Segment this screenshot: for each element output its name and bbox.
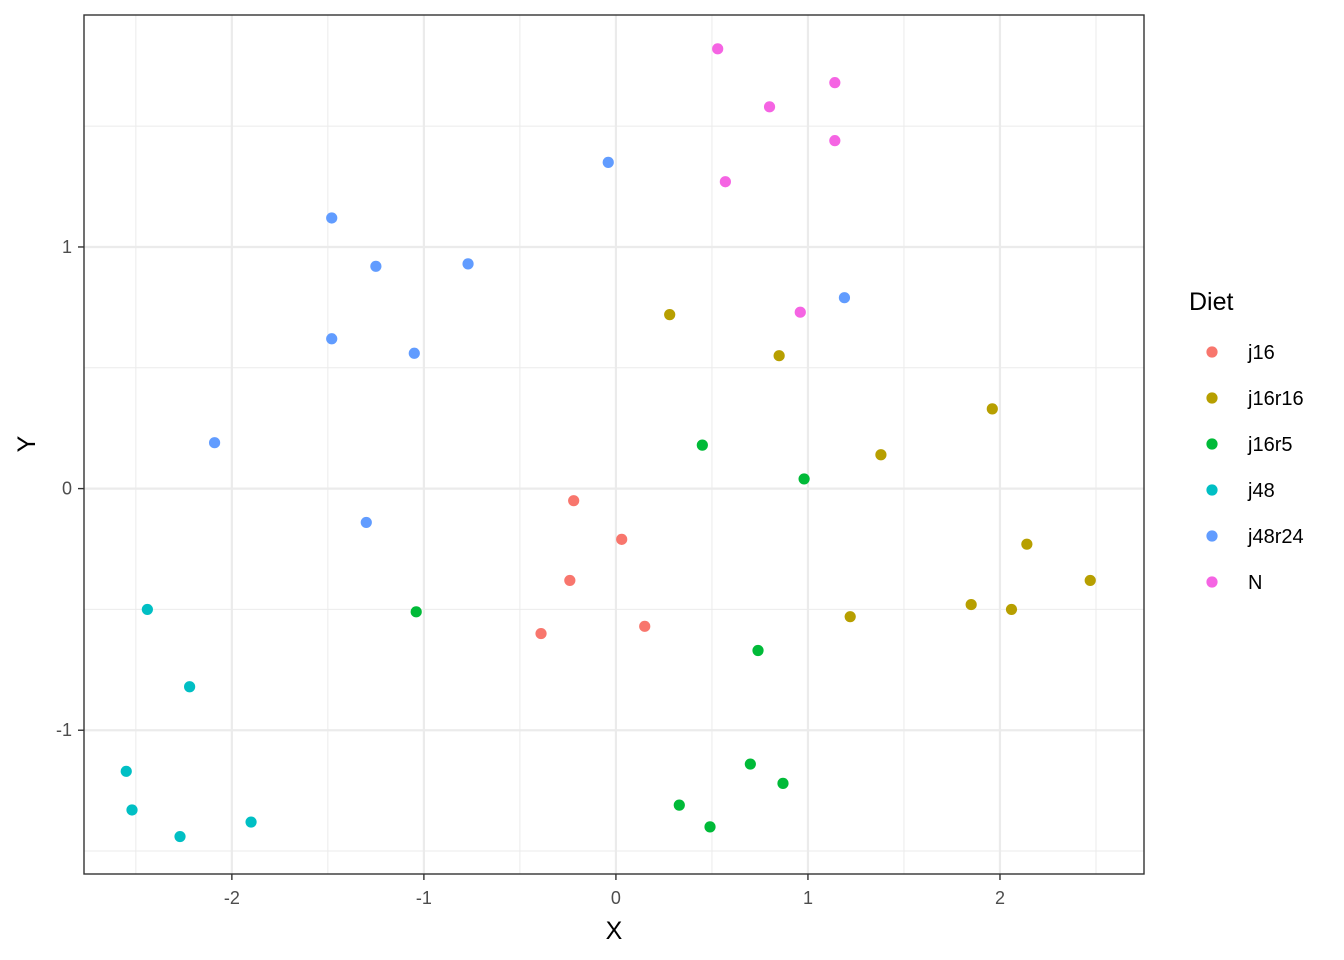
point-j16r5 bbox=[673, 799, 685, 811]
point-j16r16 bbox=[1021, 538, 1033, 550]
point-j16 bbox=[564, 574, 576, 587]
point-j48r24 bbox=[370, 260, 382, 272]
point-j16r16 bbox=[1005, 603, 1018, 616]
x-tick-label: 1 bbox=[803, 888, 813, 908]
point-j16r5 bbox=[744, 758, 756, 770]
point-j48r24 bbox=[326, 333, 338, 345]
x-tick-label: 2 bbox=[995, 888, 1005, 908]
point-j48r24 bbox=[408, 347, 420, 359]
x-tick-label: 0 bbox=[611, 888, 621, 908]
point-j16 bbox=[616, 533, 628, 545]
legend-title: Diet bbox=[1189, 288, 1234, 316]
legend-label-j48r24: j48r24 bbox=[1247, 526, 1304, 548]
y-tick-label: 1 bbox=[62, 237, 72, 257]
point-j48 bbox=[245, 816, 257, 828]
legend-label-j48: j48 bbox=[1247, 480, 1275, 502]
point-j48r24 bbox=[462, 258, 474, 270]
legend: Diet j16 j16r16 j16r5 j48 j48r24 N bbox=[1189, 288, 1304, 594]
x-tick-label: -1 bbox=[416, 888, 432, 908]
legend-key-n bbox=[1206, 576, 1218, 588]
point-n bbox=[763, 101, 776, 113]
legend-key-j16 bbox=[1206, 346, 1218, 358]
legend-label-n: N bbox=[1248, 572, 1262, 594]
point-j16r16 bbox=[875, 449, 887, 461]
legend-label-j16r5: j16r5 bbox=[1247, 434, 1292, 456]
point-j16r5 bbox=[410, 606, 422, 618]
point-j16r5 bbox=[777, 777, 789, 789]
y-tick-label: 0 bbox=[62, 479, 72, 499]
point-j48 bbox=[126, 804, 138, 816]
point-j16r16 bbox=[773, 350, 785, 362]
x-axis-title: X bbox=[606, 917, 623, 945]
point-j48 bbox=[184, 681, 196, 693]
legend-key-j48r24 bbox=[1206, 530, 1218, 542]
legend-label-j16r16: j16r16 bbox=[1247, 388, 1304, 410]
legend-key-j48 bbox=[1206, 484, 1218, 496]
y-tick-label: -1 bbox=[56, 720, 72, 740]
point-j48r24 bbox=[602, 156, 614, 168]
point-j16r5 bbox=[798, 473, 810, 485]
legend-label-j16: j16 bbox=[1247, 342, 1275, 364]
point-j16r16 bbox=[965, 598, 977, 611]
grid bbox=[84, 15, 1144, 874]
point-j16r16 bbox=[1084, 574, 1096, 587]
y-axis: -1 0 1 bbox=[56, 237, 84, 740]
x-tick-label: -2 bbox=[224, 888, 240, 908]
point-j16 bbox=[568, 495, 580, 507]
point-j48 bbox=[174, 830, 186, 843]
point-j16r5 bbox=[696, 439, 708, 451]
point-j48 bbox=[141, 603, 153, 616]
point-j16r5 bbox=[752, 644, 764, 657]
point-n bbox=[719, 176, 731, 188]
points bbox=[120, 43, 1096, 843]
x-axis: -2 -1 0 1 2 bbox=[224, 874, 1005, 908]
legend-key-j16r5 bbox=[1206, 438, 1218, 450]
point-j16 bbox=[535, 627, 547, 640]
point-n bbox=[794, 306, 806, 318]
point-j16r16 bbox=[664, 309, 676, 321]
point-j16 bbox=[639, 620, 651, 632]
point-j48 bbox=[120, 765, 132, 777]
point-j48r24 bbox=[360, 516, 372, 529]
point-j16r16 bbox=[986, 403, 998, 415]
plot-border bbox=[83, 14, 1145, 875]
legend-key-j16r16 bbox=[1206, 392, 1218, 404]
point-j16r16 bbox=[844, 611, 856, 623]
point-j48r24 bbox=[208, 437, 221, 449]
point-j48r24 bbox=[326, 212, 338, 224]
point-n bbox=[829, 135, 841, 147]
y-axis-title: Y bbox=[13, 435, 41, 452]
point-n bbox=[829, 77, 841, 89]
plot-panel bbox=[84, 15, 1144, 874]
point-n bbox=[712, 43, 724, 55]
point-j48r24 bbox=[838, 292, 851, 304]
point-j16r5 bbox=[704, 821, 716, 833]
